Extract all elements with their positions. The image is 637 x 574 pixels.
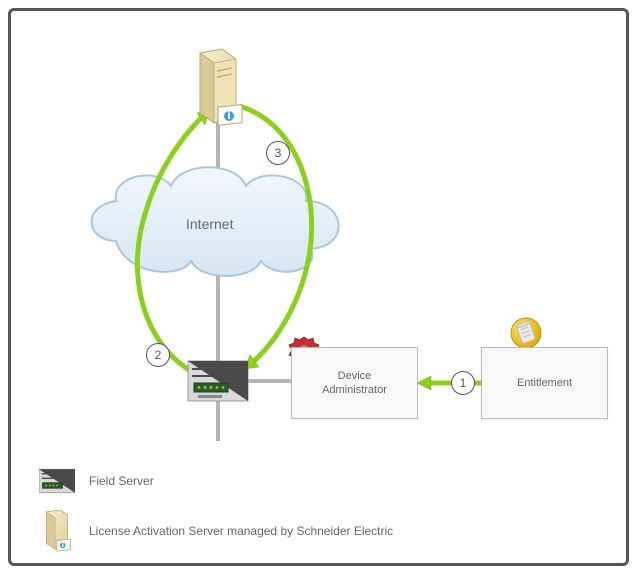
internet-label: Internet bbox=[186, 216, 233, 232]
license-server-legend-icon bbox=[39, 513, 75, 549]
step-2-badge: 2 bbox=[146, 343, 170, 367]
legend-field-server-label: Field Server bbox=[89, 474, 154, 488]
field-server-legend-icon bbox=[39, 463, 75, 499]
legend-license-server: License Activation Server managed by Sch… bbox=[39, 513, 393, 549]
diagram-frame: Internet Device Administrator Entitlemen… bbox=[8, 8, 629, 566]
legend-license-server-label: License Activation Server managed by Sch… bbox=[89, 524, 393, 538]
entitlement-box: Entitlement bbox=[481, 347, 608, 419]
diagram-outer: Internet Device Administrator Entitlemen… bbox=[0, 0, 637, 574]
legend-field-server: Field Server bbox=[39, 463, 154, 499]
diagram-canvas: Internet Device Administrator Entitlemen… bbox=[11, 11, 626, 563]
license-server-icon bbox=[200, 49, 242, 125]
step-1-badge: 1 bbox=[451, 371, 475, 395]
field-server-icon bbox=[188, 361, 248, 401]
entitlement-scroll-icon bbox=[511, 318, 541, 348]
device-administrator-box: Device Administrator bbox=[291, 347, 418, 419]
device-administrator-label: Device Administrator bbox=[322, 369, 387, 398]
step-3-badge: 3 bbox=[266, 141, 290, 165]
entitlement-label: Entitlement bbox=[517, 376, 572, 390]
